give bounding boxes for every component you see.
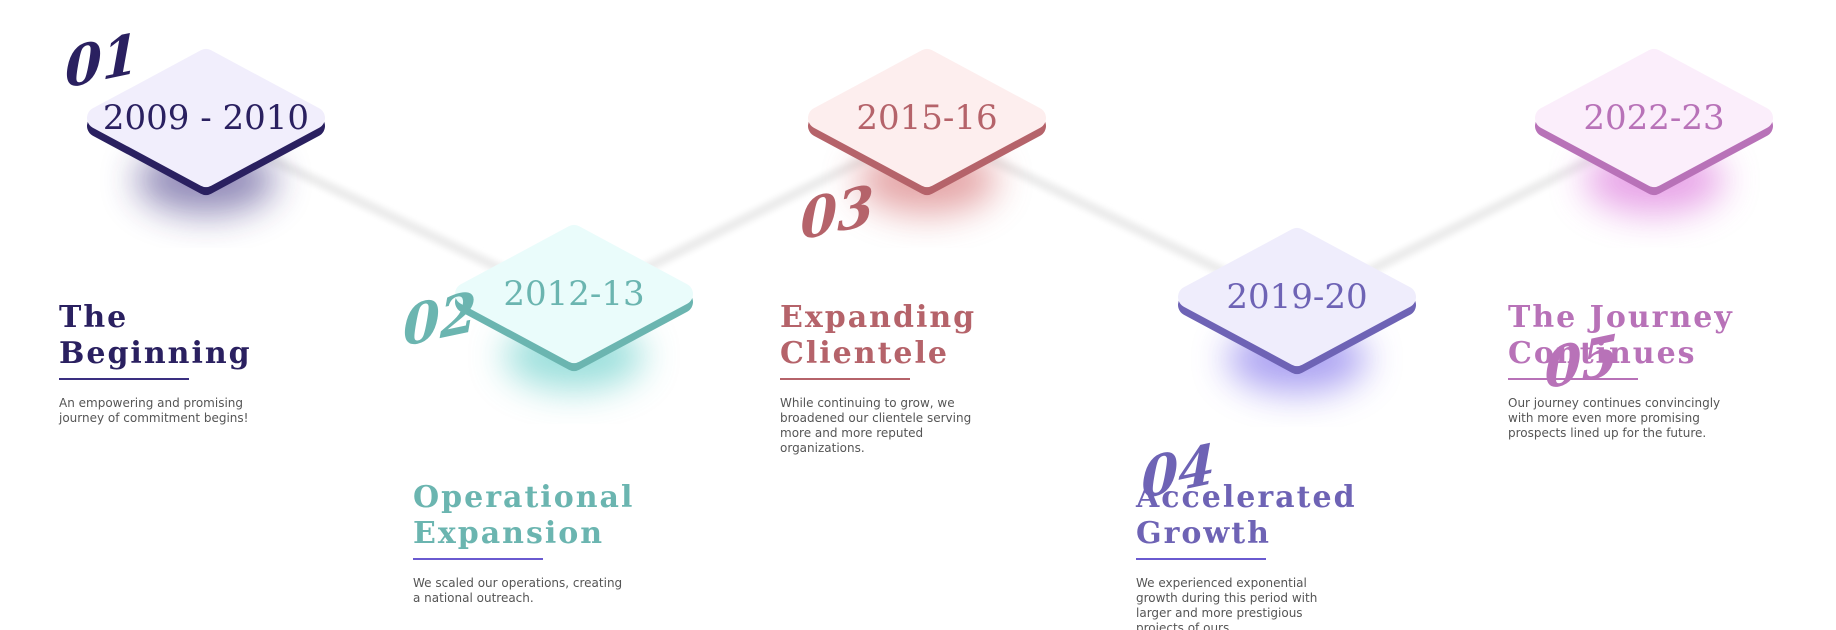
title-underline [780,378,910,380]
diamond [87,49,325,187]
year-label: 2009 - 2010 [103,98,309,138]
year-label: 2012-13 [503,274,644,314]
milestone-text: The Beginning An empowering and promising… [59,300,329,426]
milestone-description: While continuing to grow, we broadened o… [780,396,972,455]
milestone-text: The Journey Continues Our journey continu… [1508,300,1778,441]
milestone-title: Expanding Clientele [780,300,977,371]
diamond [1535,49,1773,187]
step-number: 02 [403,279,476,359]
step-number: 03 [800,172,873,252]
step-number: 01 [65,21,138,101]
milestone-title: Operational Expansion [413,480,635,551]
milestone-text: Accelerated Growth We experienced exponen… [1136,480,1406,630]
milestone-text: Operational Expansion We scaled our opera… [413,480,683,606]
title-underline [1136,558,1266,560]
milestone-description: We experienced exponential growth during… [1136,576,1318,630]
title-underline [1508,378,1638,380]
step-number: 05 [1545,322,1618,402]
milestone-description: We scaled our operations, creating a nat… [413,576,623,605]
year-label: 2022-23 [1583,98,1724,138]
milestone-description: An empowering and promising journey of c… [59,396,249,425]
title-underline [59,378,189,380]
step-number: 04 [1142,431,1215,511]
milestone-text: Expanding Clientele While continuing to g… [780,300,1050,456]
title-underline [413,558,543,560]
diamond [455,225,693,363]
milestone-title: The Beginning [59,300,252,371]
year-label: 2019-20 [1226,277,1367,317]
diamond [1178,228,1416,366]
milestone-title: The Journey Continues [1508,300,1734,371]
milestone-description: Our journey continues convincingly with … [1508,396,1721,440]
year-label: 2015-16 [856,98,997,138]
diamond [808,49,1046,187]
milestone-title: Accelerated Growth [1136,480,1357,551]
